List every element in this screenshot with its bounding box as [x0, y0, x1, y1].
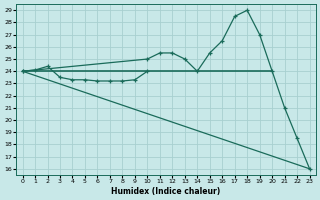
X-axis label: Humidex (Indice chaleur): Humidex (Indice chaleur) [111, 187, 221, 196]
